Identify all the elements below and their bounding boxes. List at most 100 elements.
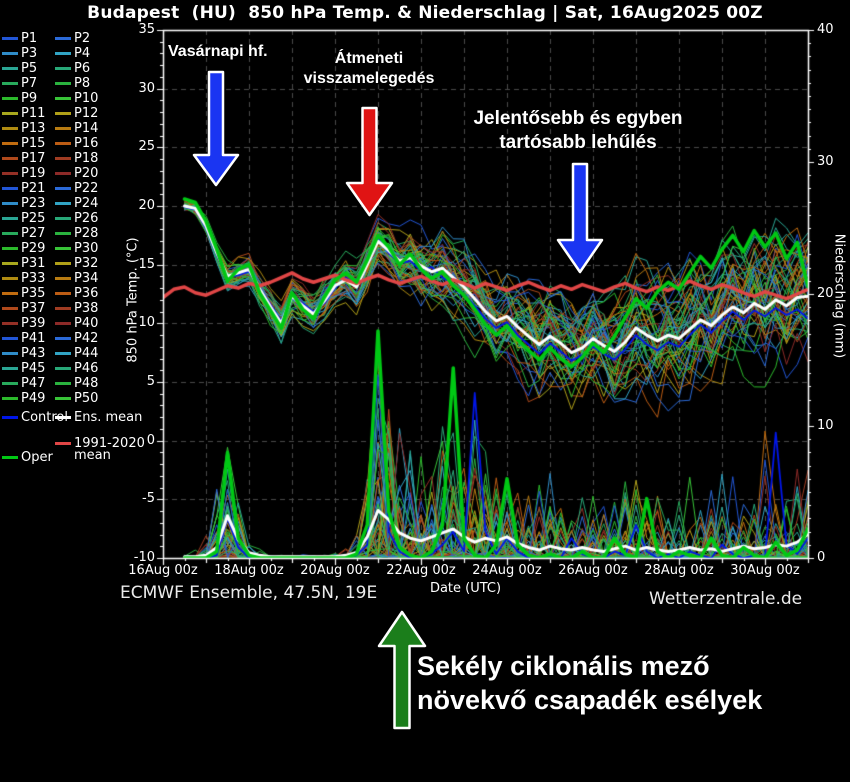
x-axis-title: Date (UTC) <box>429 581 502 596</box>
legend-item-p16-swatch-icon <box>55 142 71 145</box>
down-arrow-blue-1-shape <box>192 70 240 187</box>
legend-item-p39: P39 <box>2 316 45 331</box>
legend-item-p13-swatch-icon <box>2 127 18 130</box>
legend-item-p10: P10 <box>55 91 98 106</box>
legend-item-p17-swatch-icon <box>2 157 18 160</box>
legend-item-p30-swatch-icon <box>55 247 71 250</box>
legend-item-p6: P6 <box>55 61 90 76</box>
legend-item-p44: P44 <box>55 346 98 361</box>
legend-item-p2-swatch-icon <box>55 37 71 40</box>
legend-item-p28: P28 <box>55 226 98 241</box>
legend-item-p49-swatch-icon <box>2 397 18 400</box>
legend-item-p40-swatch-icon <box>55 322 71 325</box>
legend-item-p20: P20 <box>55 166 98 181</box>
annotation-cooling-line2: tartósabb lehűlés <box>499 132 657 153</box>
annotation-cooling: Jelentősebb és egyben tartósabb lehűlés <box>448 107 708 155</box>
legend-item-p46: P46 <box>55 361 98 376</box>
legend-item-p29: P29 <box>2 241 45 256</box>
legend-item-p14-swatch-icon <box>55 127 71 130</box>
x-tick-label-10: 26Aug 00z <box>558 563 628 578</box>
legend-item-p18: P18 <box>55 151 98 166</box>
legend-item-control: Control <box>2 410 68 425</box>
legend-item-p6-swatch-icon <box>55 67 71 70</box>
legend-item-p19-swatch-icon <box>2 172 18 175</box>
legend-item-p19: P19 <box>2 166 45 181</box>
legend-item-p5: P5 <box>2 61 37 76</box>
legend-item-climate-mean: 1991-2020 mean <box>55 437 145 462</box>
legend-item-p16: P16 <box>55 136 98 151</box>
legend-item-p31-swatch-icon <box>2 262 18 265</box>
annotation-cyclonic: Sekély ciklonális mező növekvő csapadék … <box>417 649 762 717</box>
legend-item-p1: P1 <box>2 31 37 46</box>
legend-item-p3-swatch-icon <box>2 52 18 55</box>
legend-item-p35-swatch-icon <box>2 292 18 295</box>
legend-item-p17: P17 <box>2 151 45 166</box>
up-arrow-green-shape <box>377 610 427 730</box>
down-arrow-blue-2-shape <box>556 162 604 274</box>
legend-item-p27: P27 <box>2 226 45 241</box>
y-right-tick-label-20: 20 <box>817 286 834 301</box>
annotation-rewarming-line2: visszamelegedés <box>303 70 435 87</box>
legend-item-p31: P31 <box>2 256 45 271</box>
x-tick-label-8: 24Aug 00z <box>472 563 542 578</box>
legend-item-p12: P12 <box>55 106 98 121</box>
y-left-tick-label-35: 35 <box>138 22 155 37</box>
x-tick-label-2: 18Aug 00z <box>214 563 284 578</box>
y-right-tick-label-10: 10 <box>817 418 834 433</box>
legend-item-p3: P3 <box>2 46 37 61</box>
down-arrow-red-icon <box>345 106 394 217</box>
legend-item-p42: P42 <box>55 331 98 346</box>
y-right-tick-label-30: 30 <box>817 154 834 169</box>
legend-item-p38-swatch-icon <box>55 307 71 310</box>
y-right-tick-label-0: 0 <box>817 550 826 565</box>
annotation-rewarming: Átmeneti visszamelegedés <box>290 49 448 89</box>
annotation-rewarming-line1: Átmeneti <box>334 50 404 67</box>
legend-item-p25-swatch-icon <box>2 217 18 220</box>
legend-item-p8-swatch-icon <box>55 82 71 85</box>
legend-item-p11: P11 <box>2 106 45 121</box>
legend-item-p42-swatch-icon <box>55 337 71 340</box>
y-left-tick-label--10: -10 <box>133 550 155 565</box>
model-info-text: ECMWF Ensemble, 47.5N, 19E <box>120 583 378 603</box>
legend-item-p50-swatch-icon <box>55 397 71 400</box>
legend-item-p39-swatch-icon <box>2 322 18 325</box>
legend-item-p28-swatch-icon <box>55 232 71 235</box>
legend-item-p18-swatch-icon <box>55 157 71 160</box>
legend-item-p46-swatch-icon <box>55 367 71 370</box>
legend-item-p43: P43 <box>2 346 45 361</box>
legend-item-control-swatch-icon <box>2 416 18 419</box>
legend-item-p32: P32 <box>55 256 98 271</box>
legend-item-p49: P49 <box>2 391 45 406</box>
legend-item-p26-swatch-icon <box>55 217 71 220</box>
y-left-tick-label-15: 15 <box>138 256 155 272</box>
legend-item-p24: P24 <box>55 196 98 211</box>
legend-item-p40: P40 <box>55 316 98 331</box>
y-left-tick-label--5: -5 <box>142 491 155 507</box>
legend-item-p33-swatch-icon <box>2 277 18 280</box>
y-left-tick-label-0: 0 <box>146 432 155 448</box>
legend-item-oper-swatch-icon <box>2 456 18 459</box>
legend-item-p12-swatch-icon <box>55 112 71 115</box>
legend-item-p47: P47 <box>2 376 45 391</box>
annotation-cyclonic-line2: növekvő csapadék esélyek <box>417 685 763 715</box>
legend-item-ens-mean-swatch-icon <box>55 416 71 419</box>
legend-item-p7: P7 <box>2 76 37 91</box>
legend-item-p8: P8 <box>55 76 90 91</box>
legend-item-p47-swatch-icon <box>2 382 18 385</box>
legend-item-p45: P45 <box>2 361 45 376</box>
legend-item-p7-swatch-icon <box>2 82 18 85</box>
annotation-cooling-line1: Jelentősebb és egyben <box>473 108 683 129</box>
legend-item-p35: P35 <box>2 286 45 301</box>
y-left-tick-label-25: 25 <box>138 139 155 155</box>
legend-item-p44-swatch-icon <box>55 352 71 355</box>
legend-item-p10-swatch-icon <box>55 97 71 100</box>
y-left-tick-label-5: 5 <box>146 374 155 389</box>
annotation-cyclonic-line1: Sekély ciklonális mező <box>417 651 710 681</box>
y-right-tick-label-40: 40 <box>817 22 834 37</box>
x-tick-label-14: 30Aug 00z <box>730 563 800 578</box>
legend-item-p15-swatch-icon <box>2 142 18 145</box>
legend-item-p9-swatch-icon <box>2 97 18 100</box>
legend-item-p41-swatch-icon <box>2 337 18 340</box>
down-arrow-red-shape <box>345 106 394 217</box>
